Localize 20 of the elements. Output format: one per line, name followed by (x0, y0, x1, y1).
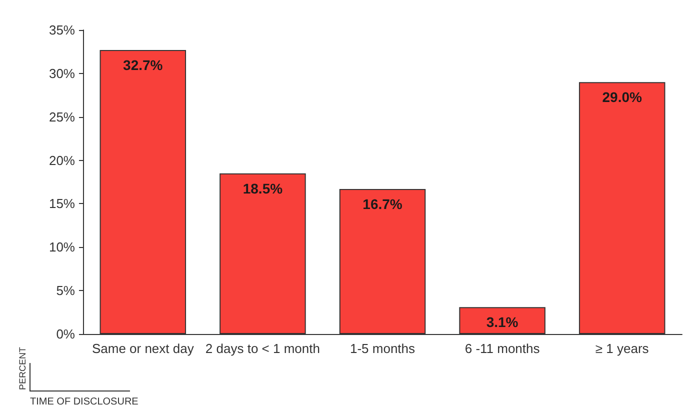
x-tick-label: 6 -11 months (464, 341, 540, 356)
y-tick-label: 25% (48, 109, 76, 124)
data-label: 16.7% (362, 196, 403, 212)
data-label: 3.1% (486, 314, 519, 330)
y-tick-label: 15% (48, 196, 76, 212)
y-tick-label: 5% (56, 283, 76, 298)
y-tick-label: 0% (56, 326, 76, 342)
x-tick-label: Same or next day (92, 341, 194, 356)
x-tick-label: 2 days to < 1 month (205, 341, 320, 356)
y-tick-label: 35% (48, 22, 76, 38)
y-tick-label: 10% (48, 240, 76, 255)
x-tick-label: ≥ 1 years (595, 341, 650, 356)
x-tick-label: 1-5 months (350, 341, 416, 356)
data-label: 32.7% (123, 56, 164, 73)
y-axis-title: PERCENT (18, 346, 28, 390)
x-axis-title: TIME OF DISCLOSURE (30, 396, 139, 408)
data-label: 18.5% (242, 180, 284, 196)
y-tick-label: 30% (48, 66, 76, 81)
data-label: 29.0% (602, 89, 642, 106)
y-tick-label: 20% (48, 152, 76, 168)
